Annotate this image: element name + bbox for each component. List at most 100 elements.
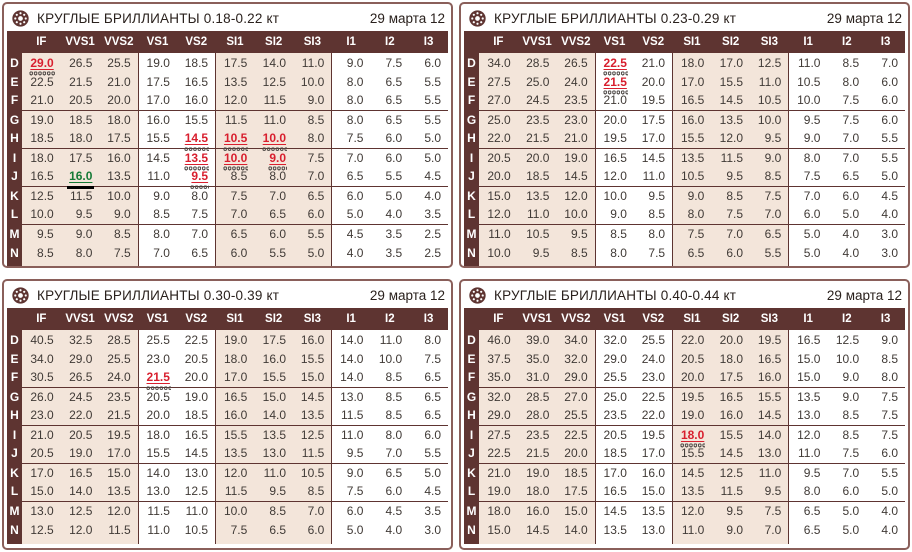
price-cell: 9.5 (788, 110, 828, 129)
spacer-cell (370, 539, 410, 544)
spacer-cell (556, 262, 596, 266)
price-cell: 5.5 (750, 243, 789, 262)
price-cell: 5.5 (409, 110, 448, 129)
price-cell: 5.5 (409, 444, 448, 464)
price-cell: 21.0 (556, 129, 596, 149)
price-cell: 6.0 (866, 110, 905, 129)
price-cell: 9.5 (750, 482, 789, 502)
spacer-cell (788, 262, 828, 266)
price-cell: 15.5 (711, 72, 751, 91)
price-cell: 9.5 (556, 224, 596, 243)
table-row-F: F 35.0 31.0 29.0 25.5 23.0 20.0 17.5 16.0 15.0 9.0… (464, 368, 905, 388)
price-cell: 4.5 (409, 482, 448, 502)
price-cell: 3.5 (409, 501, 448, 520)
price-cell: 13.5 (176, 148, 216, 167)
table-row-E: E 22.5 21.5 21.0 17.5 16.5 13.5 12.5 10.0 8.0 6.5 5… (7, 72, 448, 91)
price-cell: 18.0 (479, 501, 518, 520)
table-row-G: G 19.0 18.5 18.0 16.0 15.5 11.5 11.0 8.5 8.0 6.5 5.… (7, 110, 448, 129)
column-header-vvs2: VVS2 (556, 308, 596, 330)
price-cell: 10.5 (517, 224, 557, 243)
spacer-cell (711, 262, 751, 266)
price-cell: 20.5 (479, 148, 518, 167)
table-row-J: J 20.0 18.5 14.5 12.0 11.0 10.5 9.5 8.5 7.5 6.5 5.0 (464, 167, 905, 187)
price-cell: 11.5 (711, 482, 751, 502)
price-cell: 7.5 (293, 148, 332, 167)
price-cell: 10.0 (594, 186, 634, 205)
price-cell: 7.0 (137, 243, 177, 262)
table-row-E: E 27.5 25.0 24.0 21.5 20.0 17.0 15.5 11.0 10.5 8.0… (464, 72, 905, 91)
table-row-K: K 17.0 16.5 15.0 14.0 13.0 12.0 11.0 10.5 9.0 6.5 5… (7, 463, 448, 482)
price-cell: 16.5 (594, 482, 634, 502)
price-cell: 8.0 (594, 243, 634, 262)
price-table: IF VVS1 VVS2 VS1 VS2 SI1 SI2 SI3 I1 I2 I3 D 40.5 32.5… (7, 308, 448, 544)
header-row: IF VVS1 VVS2 VS1 VS2 SI1 SI2 SI3 I1 I2 I3 (7, 31, 448, 53)
price-cell: 23.5 (556, 91, 596, 111)
price-cell: 6.5 (750, 224, 789, 243)
price-cell: 15.5 (711, 425, 751, 444)
price-cell: 13.5 (594, 520, 634, 539)
price-cell: 25.5 (99, 349, 139, 368)
price-cell: 6.5 (370, 110, 410, 129)
price-cell: 13.0 (254, 444, 294, 464)
price-cell: 6.0 (866, 91, 905, 111)
price-cell: 8.5 (750, 167, 789, 187)
price-cell: 7.5 (176, 205, 216, 225)
price-cell: 8.5 (254, 501, 294, 520)
price-cell: 18.5 (176, 406, 216, 426)
price-cell: 26.5 (60, 53, 100, 72)
price-cell: 6.5 (254, 205, 294, 225)
price-cell: 15.5 (137, 129, 177, 149)
price-cell: 22.5 (176, 330, 216, 349)
price-cell: 10.0 (215, 501, 255, 520)
price-cell: 7.5 (866, 406, 905, 426)
price-cell: 9.0 (827, 368, 867, 388)
price-cell: 8.0 (331, 91, 371, 111)
table-row-M: M 18.0 16.0 15.0 14.5 13.5 12.0 9.5 7.5 6.5 5.0 4.0 (464, 501, 905, 520)
column-header-si1: SI1 (215, 308, 255, 330)
price-cell: 11.0 (293, 53, 332, 72)
row-label-spacer (7, 539, 22, 544)
price-cell: 9.0 (254, 148, 294, 167)
price-cell: 6.5 (215, 224, 255, 243)
price-cell: 13.5 (215, 444, 255, 464)
price-cell: 23.0 (556, 110, 596, 129)
price-cell: 7.0 (293, 167, 332, 187)
price-cell: 14.5 (293, 387, 332, 406)
price-cell: 25.5 (594, 368, 634, 388)
price-cell: 5.0 (827, 205, 867, 225)
price-cell: 13.0 (331, 387, 371, 406)
price-cell: 21.5 (60, 72, 100, 91)
row-label: I (7, 425, 22, 444)
table-row-K: K 15.0 13.5 12.0 10.0 9.5 9.0 8.5 7.5 7.0 6.0 4.5 (464, 186, 905, 205)
price-cell: 8.5 (556, 243, 596, 262)
price-cell: 15.0 (479, 520, 518, 539)
price-cell: 15.0 (99, 463, 139, 482)
price-cell: 8.5 (22, 243, 61, 262)
price-cell: 3.0 (866, 243, 905, 262)
price-cell: 25.5 (633, 330, 673, 349)
price-cell: 8.0 (633, 224, 673, 243)
price-cell: 17.5 (60, 148, 100, 167)
column-header-vvs2: VVS2 (99, 308, 139, 330)
price-cell: 6.0 (215, 243, 255, 262)
price-cell: 13.5 (517, 186, 557, 205)
price-table: IF VVS1 VVS2 VS1 VS2 SI1 SI2 SI3 I1 I2 I3 D 29.0 26.5… (7, 31, 448, 266)
price-cell: 3.0 (866, 224, 905, 243)
price-cell: 13.5 (711, 110, 751, 129)
price-cell: 8.0 (137, 224, 177, 243)
price-cell: 5.0 (409, 463, 448, 482)
table-row-E: E 37.5 35.0 32.0 29.0 24.0 20.5 18.0 16.5 15.0 10.… (464, 349, 905, 368)
price-cell: 4.0 (866, 520, 905, 539)
price-cell: 9.0 (293, 91, 332, 111)
row-label-spacer (7, 262, 22, 266)
column-header-i2: I2 (827, 31, 867, 53)
price-cell: 13.5 (254, 425, 294, 444)
price-cell: 14.5 (517, 520, 557, 539)
row-label: D (7, 330, 22, 349)
price-cell: 15.0 (788, 349, 828, 368)
row-label: H (464, 406, 479, 426)
spacer-cell (672, 539, 712, 544)
price-cell: 5.0 (827, 520, 867, 539)
price-cell: 18.5 (556, 463, 596, 482)
price-cell: 28.5 (99, 330, 139, 349)
